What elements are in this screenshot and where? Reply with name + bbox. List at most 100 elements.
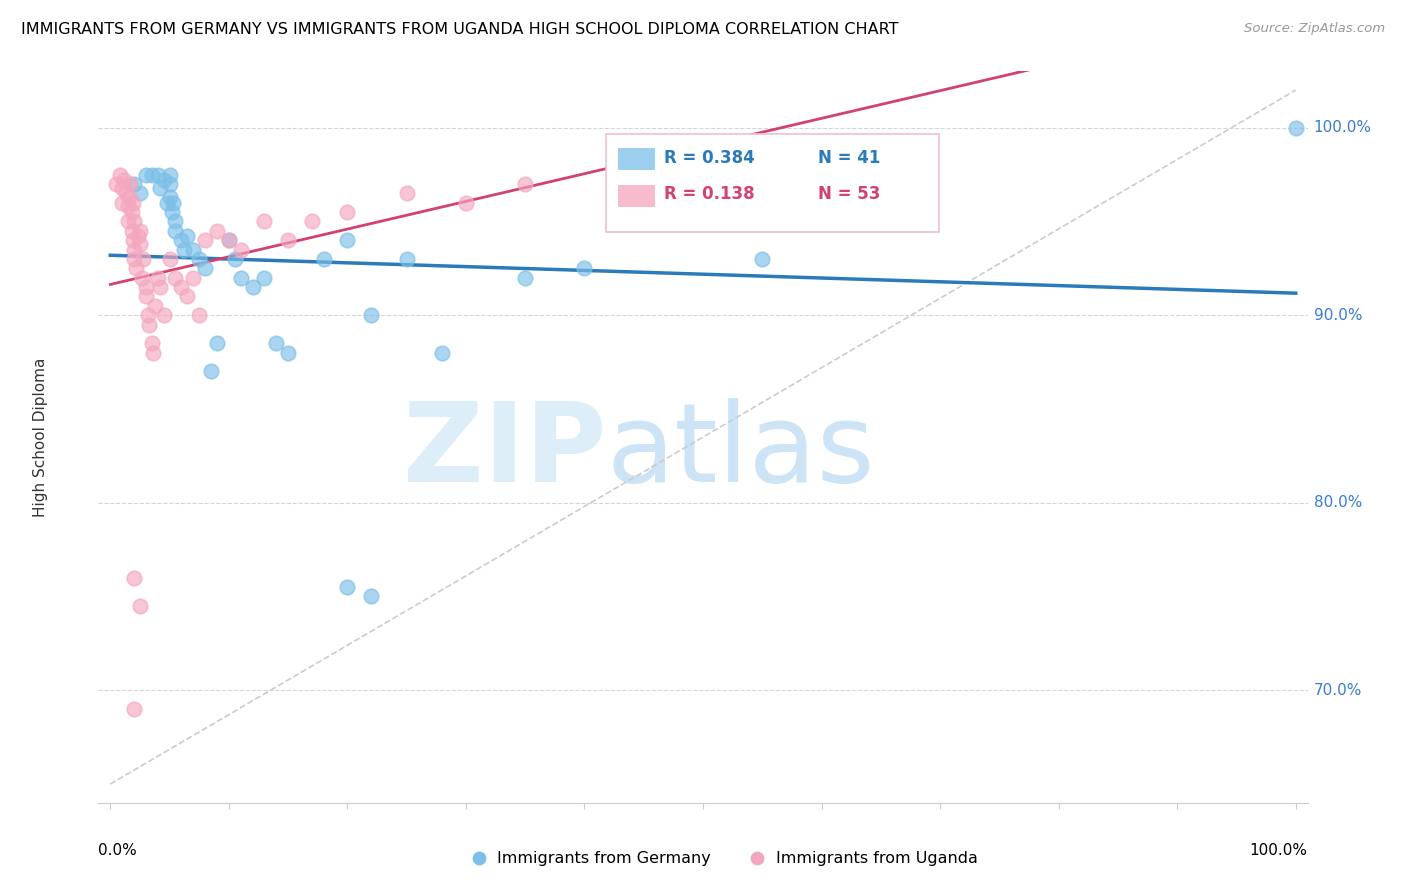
Point	[136, 308, 159, 322]
Point	[122, 571, 145, 585]
Point	[111, 195, 134, 210]
Point	[114, 186, 136, 201]
Text: High School Diploma: High School Diploma	[32, 358, 48, 516]
Point	[181, 270, 204, 285]
Point	[141, 336, 163, 351]
FancyBboxPatch shape	[619, 148, 655, 170]
Point	[121, 195, 143, 210]
Text: 0.0%: 0.0%	[98, 843, 138, 858]
Point	[138, 318, 160, 332]
Point	[301, 214, 323, 228]
Point	[336, 233, 359, 247]
Point	[132, 252, 155, 266]
Point	[125, 261, 148, 276]
Point	[173, 243, 195, 257]
Point	[336, 205, 359, 219]
Point	[156, 195, 179, 210]
Point	[515, 177, 537, 191]
Point	[149, 180, 172, 194]
Point	[122, 252, 145, 266]
Point	[312, 252, 335, 266]
Point	[143, 299, 166, 313]
Text: 80.0%: 80.0%	[1313, 495, 1362, 510]
Point	[165, 224, 187, 238]
Point	[118, 190, 141, 204]
Point	[108, 168, 131, 182]
FancyBboxPatch shape	[606, 134, 939, 232]
Text: 100.0%: 100.0%	[1313, 120, 1371, 135]
Point	[165, 270, 187, 285]
Point	[515, 270, 537, 285]
Point	[218, 233, 240, 247]
Point	[122, 243, 145, 257]
Point	[122, 214, 145, 228]
Point	[205, 224, 228, 238]
Text: R = 0.384: R = 0.384	[664, 149, 755, 167]
Point	[218, 233, 240, 247]
Text: ZIP: ZIP	[404, 398, 606, 505]
Point	[141, 168, 163, 182]
Point	[242, 280, 264, 294]
Point	[253, 270, 276, 285]
Point	[751, 252, 773, 266]
Text: atlas: atlas	[606, 398, 875, 505]
Point	[159, 252, 181, 266]
Point	[146, 168, 169, 182]
Point	[165, 214, 187, 228]
Point	[188, 252, 211, 266]
Point	[162, 195, 184, 210]
Text: 100.0%: 100.0%	[1250, 843, 1308, 858]
Point	[121, 224, 143, 238]
Point	[160, 205, 183, 219]
Point	[129, 186, 152, 201]
Point	[170, 280, 193, 294]
Point	[105, 177, 128, 191]
Point	[1285, 120, 1308, 135]
Point	[200, 364, 222, 378]
Point	[194, 233, 217, 247]
Point	[135, 280, 157, 294]
Text: 90.0%: 90.0%	[1313, 308, 1362, 323]
Point	[253, 214, 276, 228]
Point	[188, 308, 211, 322]
Point	[176, 229, 198, 244]
Text: N = 53: N = 53	[818, 186, 880, 203]
Point	[205, 336, 228, 351]
Point	[574, 261, 596, 276]
Point	[114, 173, 136, 187]
Point	[224, 252, 246, 266]
Point	[395, 186, 418, 201]
Point	[129, 599, 152, 613]
Point	[336, 580, 359, 594]
Point	[142, 345, 165, 359]
Point	[395, 252, 418, 266]
Point	[432, 345, 454, 359]
Point	[127, 229, 149, 244]
Point	[360, 308, 382, 322]
Point	[121, 233, 143, 247]
Point	[122, 177, 145, 191]
Point	[277, 233, 299, 247]
Point	[277, 345, 299, 359]
Text: IMMIGRANTS FROM GERMANY VS IMMIGRANTS FROM UGANDA HIGH SCHOOL DIPLOMA CORRELATIO: IMMIGRANTS FROM GERMANY VS IMMIGRANTS FR…	[21, 22, 898, 37]
Point	[159, 168, 181, 182]
Point	[135, 289, 157, 303]
Text: Immigrants from Uganda: Immigrants from Uganda	[776, 851, 977, 866]
Point	[176, 289, 198, 303]
Text: 70.0%: 70.0%	[1313, 682, 1362, 698]
Text: Immigrants from Germany: Immigrants from Germany	[498, 851, 711, 866]
Text: Source: ZipAtlas.com: Source: ZipAtlas.com	[1244, 22, 1385, 36]
Point	[454, 195, 477, 210]
Point	[117, 214, 139, 228]
Point	[229, 243, 252, 257]
Point	[135, 168, 157, 182]
Point	[149, 280, 172, 294]
Text: N = 41: N = 41	[818, 149, 880, 167]
Point	[229, 270, 252, 285]
Point	[146, 270, 169, 285]
Point	[121, 205, 143, 219]
Point	[131, 270, 153, 285]
FancyBboxPatch shape	[619, 185, 655, 207]
Point	[117, 199, 139, 213]
Point	[159, 190, 181, 204]
